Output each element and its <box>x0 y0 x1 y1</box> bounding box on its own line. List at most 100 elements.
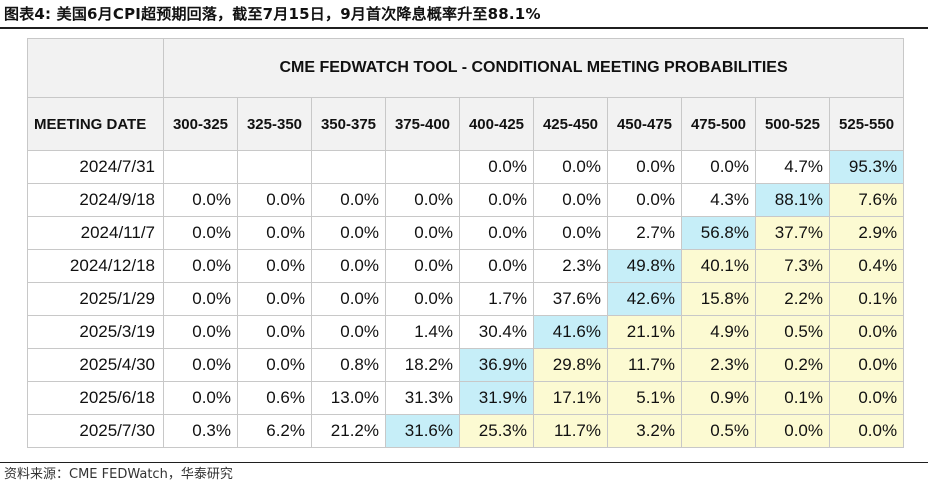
probability-cell: 1.4% <box>385 315 460 349</box>
probability-cell: 29.8% <box>533 348 608 382</box>
probability-cell: 0.1% <box>828 282 905 316</box>
probability-cell: 0.0% <box>828 348 905 382</box>
column-header-row: MEETING DATE 300-325 325-350 350-375 375-40… <box>27 97 905 151</box>
probability-cell: 95.3% <box>828 150 905 184</box>
probability-cell: 0.9% <box>681 381 756 415</box>
column-header: 475-500 <box>681 97 756 151</box>
probability-cell: 0.5% <box>681 414 756 448</box>
probability-cell: 2.3% <box>533 249 608 283</box>
probability-cell: 0.0% <box>385 282 460 316</box>
probability-cell: 2.2% <box>755 282 830 316</box>
probability-cell: 0.0% <box>459 249 534 283</box>
table-row: 2024/11/7 0.0% 0.0% 0.0% 0.0% 0.0% 0.0% 2.7% 56.… <box>27 216 905 250</box>
probability-cell: 0.0% <box>385 249 460 283</box>
probability-cell: 49.8% <box>607 249 682 283</box>
column-header: 325-350 <box>237 97 312 151</box>
probability-cell: 0.0% <box>163 348 238 382</box>
probability-cell: 42.6% <box>607 282 682 316</box>
probability-cell: 0.0% <box>533 183 608 217</box>
probability-cell: 31.6% <box>385 414 460 448</box>
probability-cell: 0.0% <box>755 414 830 448</box>
probability-cell: 2.7% <box>607 216 682 250</box>
probability-cell: 0.0% <box>533 150 608 184</box>
probability-cell: 30.4% <box>459 315 534 349</box>
figure-title: 图表4: 美国6月CPI超预期回落，截至7月15日，9月首次降息概率升至88.1… <box>4 5 541 23</box>
table-row: 2024/7/31 0.0% 0.0% 0.0% 0.0% 4.7% 95.3% <box>27 150 905 184</box>
meeting-date-header: MEETING DATE <box>27 97 164 151</box>
probability-cell: 3.2% <box>607 414 682 448</box>
bottom-rule <box>0 462 928 463</box>
source-note: 资料来源：CME FEDWatch，华泰研究 <box>4 467 233 482</box>
probability-cell <box>163 150 238 184</box>
table-row: 2025/1/29 0.0% 0.0% 0.0% 0.0% 1.7% 37.6% 42.6% 1… <box>27 282 905 316</box>
probability-cell: 31.3% <box>385 381 460 415</box>
probability-cell: 11.7% <box>607 348 682 382</box>
probability-cell: 0.0% <box>311 183 386 217</box>
column-header: 425-450 <box>533 97 608 151</box>
probability-cell: 0.0% <box>163 381 238 415</box>
probability-cell: 25.3% <box>459 414 534 448</box>
probability-cell: 0.0% <box>163 315 238 349</box>
probability-cell: 0.0% <box>163 282 238 316</box>
probability-cell: 0.0% <box>385 183 460 217</box>
column-header: 500-525 <box>755 97 830 151</box>
probability-cell: 0.0% <box>828 381 905 415</box>
probability-cell: 0.0% <box>385 216 460 250</box>
probability-cell <box>311 150 386 184</box>
table-row: 2025/4/30 0.0% 0.0% 0.8% 18.2% 36.9% 29.8% 11.7… <box>27 348 905 382</box>
probability-cell: 0.0% <box>311 249 386 283</box>
probability-cell: 18.2% <box>385 348 460 382</box>
meeting-date-cell: 2025/1/29 <box>27 282 164 316</box>
probability-cell: 0.0% <box>163 216 238 250</box>
table-banner: CME FEDWATCH TOOL - CONDITIONAL MEETING … <box>162 38 905 98</box>
probability-cell: 31.9% <box>459 381 534 415</box>
probability-cell: 0.0% <box>459 183 534 217</box>
probability-cell: 2.3% <box>681 348 756 382</box>
meeting-date-cell: 2025/4/30 <box>27 348 164 382</box>
probability-cell: 0.0% <box>681 150 756 184</box>
probability-cell: 0.0% <box>607 150 682 184</box>
probability-cell: 0.3% <box>163 414 238 448</box>
probability-cell: 0.0% <box>237 282 312 316</box>
probability-table: CME FEDWATCH TOOL - CONDITIONAL MEETING … <box>27 38 905 448</box>
corner-cell <box>27 38 164 98</box>
probability-cell: 0.0% <box>311 315 386 349</box>
probability-cell: 4.7% <box>755 150 830 184</box>
probability-cell: 5.1% <box>607 381 682 415</box>
probability-cell: 0.0% <box>237 315 312 349</box>
probability-cell: 7.3% <box>755 249 830 283</box>
probability-cell: 6.2% <box>237 414 312 448</box>
table-row: 2025/6/18 0.0% 0.6% 13.0% 31.3% 31.9% 17.1% 5.1… <box>27 381 905 415</box>
probability-cell: 37.7% <box>755 216 830 250</box>
probability-cell: 88.1% <box>755 183 830 217</box>
column-header: 375-400 <box>385 97 460 151</box>
table-body: 2024/7/31 0.0% 0.0% 0.0% 0.0% 4.7% 95.3% 2024/9… <box>27 150 905 448</box>
top-rule <box>0 27 928 29</box>
table-row: 2024/12/18 0.0% 0.0% 0.0% 0.0% 0.0% 2.3% 49.8% 4… <box>27 249 905 283</box>
probability-cell: 0.0% <box>311 216 386 250</box>
probability-cell: 0.0% <box>828 315 905 349</box>
probability-cell: 0.0% <box>828 414 905 448</box>
meeting-date-cell: 2025/3/19 <box>27 315 164 349</box>
probability-cell: 0.0% <box>237 183 312 217</box>
column-header: 450-475 <box>607 97 682 151</box>
probability-cell: 15.8% <box>681 282 756 316</box>
meeting-date-cell: 2024/7/31 <box>27 150 164 184</box>
probability-cell: 1.7% <box>459 282 534 316</box>
probability-table-container: CME FEDWATCH TOOL - CONDITIONAL MEETING … <box>27 38 905 450</box>
meeting-date-cell: 2025/6/18 <box>27 381 164 415</box>
probability-cell: 4.3% <box>681 183 756 217</box>
probability-cell: 13.0% <box>311 381 386 415</box>
probability-cell: 17.1% <box>533 381 608 415</box>
meeting-date-cell: 2024/11/7 <box>27 216 164 250</box>
probability-cell: 2.9% <box>828 216 905 250</box>
probability-cell: 0.0% <box>459 216 534 250</box>
table-row: 2024/9/18 0.0% 0.0% 0.0% 0.0% 0.0% 0.0% 0.0% 4.3… <box>27 183 905 217</box>
probability-cell: 0.4% <box>828 249 905 283</box>
probability-cell: 0.0% <box>237 348 312 382</box>
probability-cell: 0.0% <box>237 216 312 250</box>
meeting-date-cell: 2025/7/30 <box>27 414 164 448</box>
probability-cell: 0.0% <box>163 183 238 217</box>
probability-cell <box>237 150 312 184</box>
column-header: 350-375 <box>311 97 386 151</box>
